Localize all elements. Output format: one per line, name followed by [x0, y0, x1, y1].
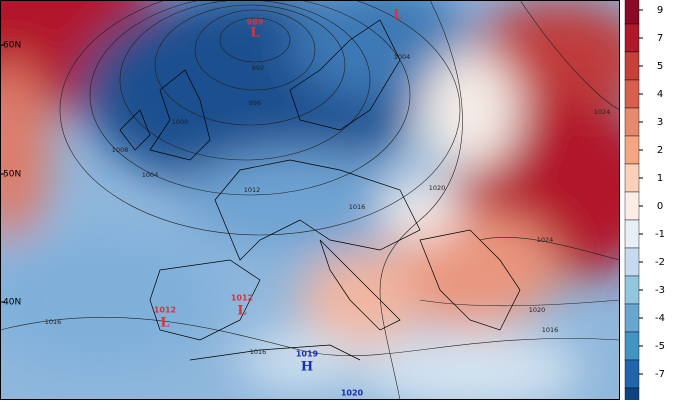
colorbar-segment — [624, 303, 640, 333]
colorbar-label: 9 — [657, 5, 663, 16]
pressure-value: 1020 — [341, 389, 364, 398]
isobar-label: 1020 — [429, 184, 446, 192]
colorbar-segment — [624, 275, 640, 305]
colorbar: 9 7 5 4 3 2 1 0 -1 -2 -3 -4 -5 -7 — [624, 0, 665, 404]
latitude-label: 60N — [3, 41, 21, 51]
colorbar-segment — [624, 51, 640, 81]
colorbar-label: 1 — [657, 173, 663, 184]
colorbar-label: 2 — [657, 145, 663, 156]
colorbar-label: -7 — [655, 369, 665, 380]
isobar-label: 1016 — [45, 318, 62, 326]
colorbar-label: 7 — [657, 33, 663, 44]
colorbar-label: -5 — [655, 341, 665, 352]
isobar-label: 1004 — [142, 171, 159, 179]
pressure-value: 1019 — [296, 350, 319, 359]
colorbar-label: 5 — [657, 61, 663, 72]
isobars — [0, 0, 620, 400]
isobar-label: 1000 — [172, 118, 189, 126]
isobar-label: 992 — [252, 64, 264, 72]
colorbar-segment — [624, 191, 640, 221]
isobar-label: 1004 — [394, 53, 411, 61]
isobar-label: 1016 — [250, 348, 267, 356]
colorbar-segment — [624, 387, 640, 404]
isobar-label: 1024 — [594, 108, 611, 116]
isobar-label: 1016 — [349, 203, 366, 211]
isobar-label: 1008 — [112, 146, 129, 154]
pressure-value: 1012 — [231, 294, 253, 303]
colorbar-label: -4 — [655, 313, 665, 324]
colorbar-label: 3 — [657, 117, 663, 128]
colorbar-segment — [624, 23, 640, 53]
isobar-label: 1016 — [542, 326, 559, 334]
isobar-label: 1024 — [537, 236, 554, 244]
colorbar-label: 0 — [657, 201, 663, 212]
pressure-value: 1012 — [154, 306, 176, 315]
colorbar-label: -1 — [655, 229, 665, 240]
colorbar-segment — [624, 135, 640, 165]
latitude-label: 40N — [3, 298, 21, 308]
colorbar-segment — [624, 247, 640, 277]
colorbar-segment — [624, 163, 640, 193]
pressure-symbol: L — [250, 26, 259, 41]
pressure-symbol: L — [237, 304, 246, 319]
colorbar-label: -2 — [655, 257, 665, 268]
colorbar-segment — [624, 79, 640, 109]
pressure-symbol: L — [160, 316, 169, 331]
colorbar-label: 4 — [657, 89, 663, 100]
colorbar-segment — [624, 219, 640, 249]
colorbar-segment — [624, 107, 640, 137]
colorbar-label: -3 — [655, 285, 665, 296]
pressure-symbol: L — [393, 8, 402, 23]
colorbar-segment — [624, 359, 640, 389]
isobar-label: 1012 — [244, 186, 261, 194]
pressure-value: 989 — [247, 18, 264, 27]
latitude-label: 50N — [3, 170, 21, 180]
colorbar-segment — [624, 0, 640, 25]
isobar-label: 996 — [249, 99, 261, 107]
colorbar-segment — [624, 331, 640, 361]
isobar-label: 1020 — [529, 306, 546, 314]
coastlines — [119, 19, 521, 361]
pressure-symbol: H — [301, 360, 313, 375]
